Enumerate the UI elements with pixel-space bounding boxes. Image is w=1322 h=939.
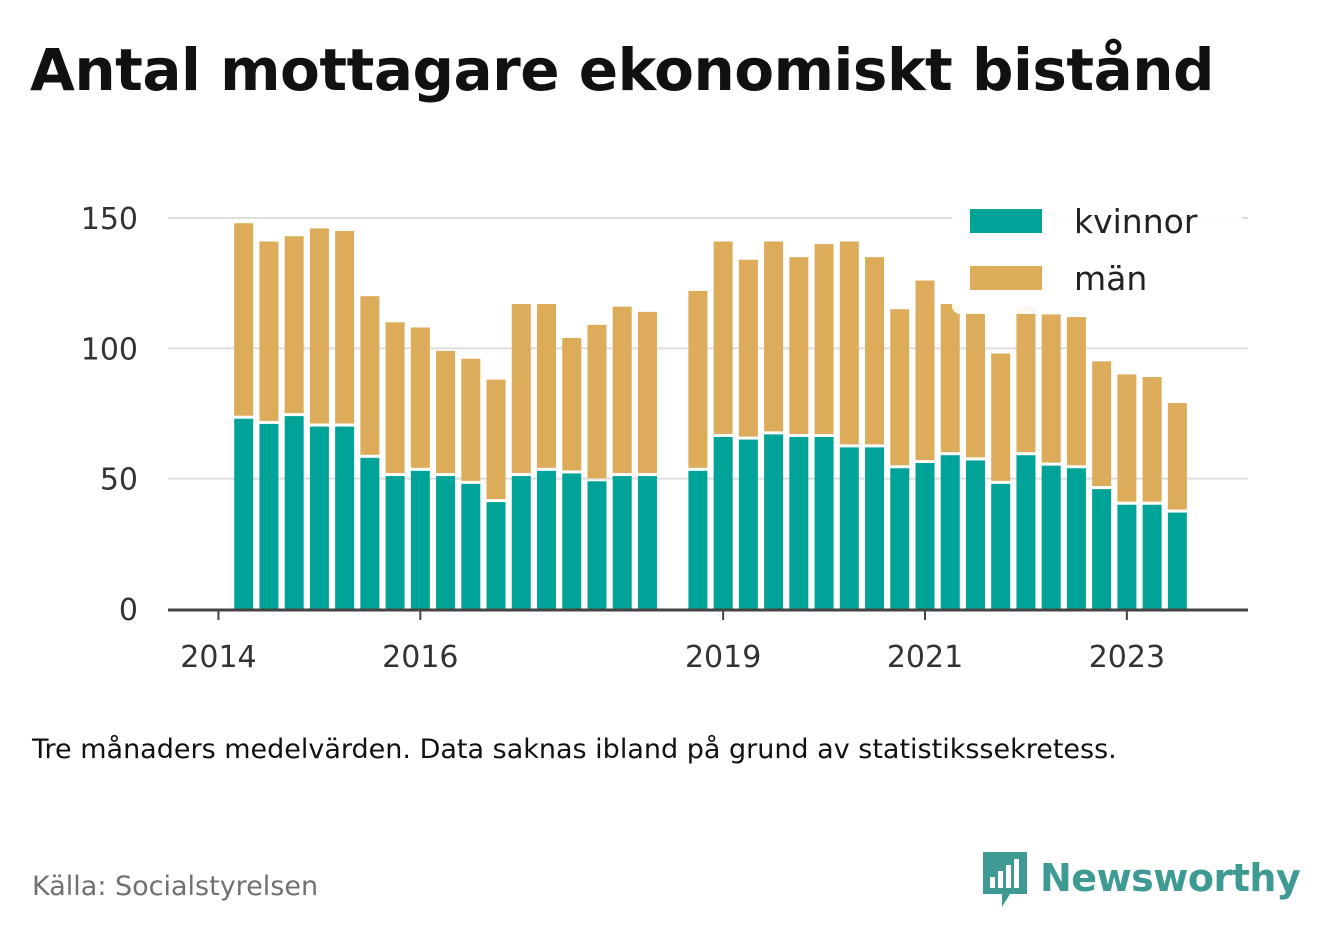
bar-man-1 [259,241,279,421]
bar-kvinnor-11 [511,476,531,609]
chart-title: Antal mottagare ekonomiskt bistånd [30,36,1215,104]
y-axis-tick-labels: 0 50 100 150 [81,202,138,628]
brand-name: Newsworthy [1040,856,1301,900]
bar-kvinnor-21 [789,436,809,609]
bar-man-2 [284,236,304,414]
bar-kvinnor-35 [1142,504,1162,609]
bar-man-17 [688,290,708,468]
bar-kvinnor-26 [915,463,935,609]
bar-man-16 [637,311,657,474]
bar-man-20 [764,241,784,432]
bar-man-12 [537,304,557,468]
x-tick-label-2014: 2014 [180,640,256,675]
x-tick-label-2023: 2023 [1089,640,1165,675]
bar-kvinnor-7 [410,470,430,609]
bar-kvinnor-8 [436,476,456,609]
bar-kvinnor-36 [1167,512,1187,609]
y-tick-label-50: 50 [100,463,138,498]
y-tick-label-150: 150 [81,202,138,237]
bar-kvinnor-17 [688,470,708,609]
y-tick-label-0: 0 [119,593,138,628]
bar-man-24 [865,257,885,445]
bar-man-25 [890,309,910,466]
bar-kvinnor-12 [537,470,557,609]
bar-man-33 [1092,361,1112,487]
bar-man-21 [789,257,809,434]
legend-swatch-0 [970,209,1042,233]
bar-kvinnor-1 [259,423,279,609]
legend-label-0: kvinnor [1074,202,1198,241]
chart-note: Tre månaders medelvärden. Data saknas ib… [32,734,1117,765]
bar-kvinnor-32 [1066,468,1086,609]
x-tick-label-2019: 2019 [685,640,761,675]
legend: kvinnor män [952,196,1242,314]
bar-man-14 [587,324,607,479]
x-tick-label-2016: 2016 [382,640,458,675]
bar-man-35 [1142,377,1162,502]
bar-kvinnor-34 [1117,504,1137,609]
legend-label-1: män [1074,259,1147,298]
bar-man-5 [360,296,380,455]
y-tick-label-100: 100 [81,332,138,367]
bar-kvinnor-16 [637,476,657,609]
bar-kvinnor-19 [738,439,758,609]
bar-kvinnor-24 [865,447,885,609]
source-credit: Källa: Socialstyrelsen [32,871,319,902]
bar-kvinnor-18 [713,436,733,609]
bar-man-3 [309,228,329,424]
bar-man-10 [486,379,506,500]
bar-kvinnor-5 [360,457,380,609]
bar-kvinnor-30 [1016,455,1036,609]
bar-man-22 [814,244,834,434]
legend-swatch-1 [970,266,1042,290]
bar-kvinnor-4 [335,426,355,609]
bar-man-19 [738,259,758,437]
bar-man-23 [839,241,859,445]
bar-man-32 [1066,317,1086,466]
bar-kvinnor-25 [890,468,910,609]
bar-man-26 [915,280,935,461]
bar-kvinnor-13 [562,473,582,609]
bar-chart: 0 50 100 150 2014 2016 2019 2021 2023 kvinnor mä… [80,196,1248,675]
bar-man-4 [335,231,355,424]
bar-man-29 [991,353,1011,481]
bar-man-15 [612,306,632,474]
bar-kvinnor-14 [587,481,607,609]
bar-kvinnor-10 [486,502,506,609]
bar-kvinnor-33 [1092,489,1112,609]
x-axis: 2014 2016 2019 2021 2023 [168,608,1248,675]
bar-chart-bubble-icon [983,852,1027,907]
x-tick-label-2021: 2021 [887,640,963,675]
bar-kvinnor-2 [284,416,304,609]
bar-kvinnor-0 [234,418,254,609]
bar-man-18 [713,241,733,434]
bar-kvinnor-22 [814,436,834,609]
newsworthy-logo: Newsworthy [980,846,1301,910]
bar-kvinnor-23 [839,447,859,609]
bar-man-0 [234,223,254,416]
bar-man-34 [1117,374,1137,502]
bar-kvinnor-29 [991,483,1011,609]
bar-kvinnor-27 [940,455,960,609]
bar-man-30 [1016,306,1036,453]
bar-man-27 [940,304,960,453]
bar-man-31 [1041,314,1061,463]
bar-kvinnor-15 [612,476,632,609]
bar-kvinnor-20 [764,434,784,609]
bar-kvinnor-31 [1041,465,1061,609]
bar-kvinnor-3 [309,426,329,609]
bar-kvinnor-9 [461,483,481,609]
bar-man-7 [410,327,430,468]
bar-kvinnor-28 [965,460,985,609]
bar-man-11 [511,304,531,474]
bar-man-13 [562,337,582,471]
bar-man-6 [385,322,405,474]
bar-man-28 [965,311,985,458]
bar-man-9 [461,358,481,481]
bar-man-8 [436,350,456,474]
bar-kvinnor-6 [385,476,405,609]
bars [234,223,1187,609]
bar-man-36 [1167,403,1187,510]
